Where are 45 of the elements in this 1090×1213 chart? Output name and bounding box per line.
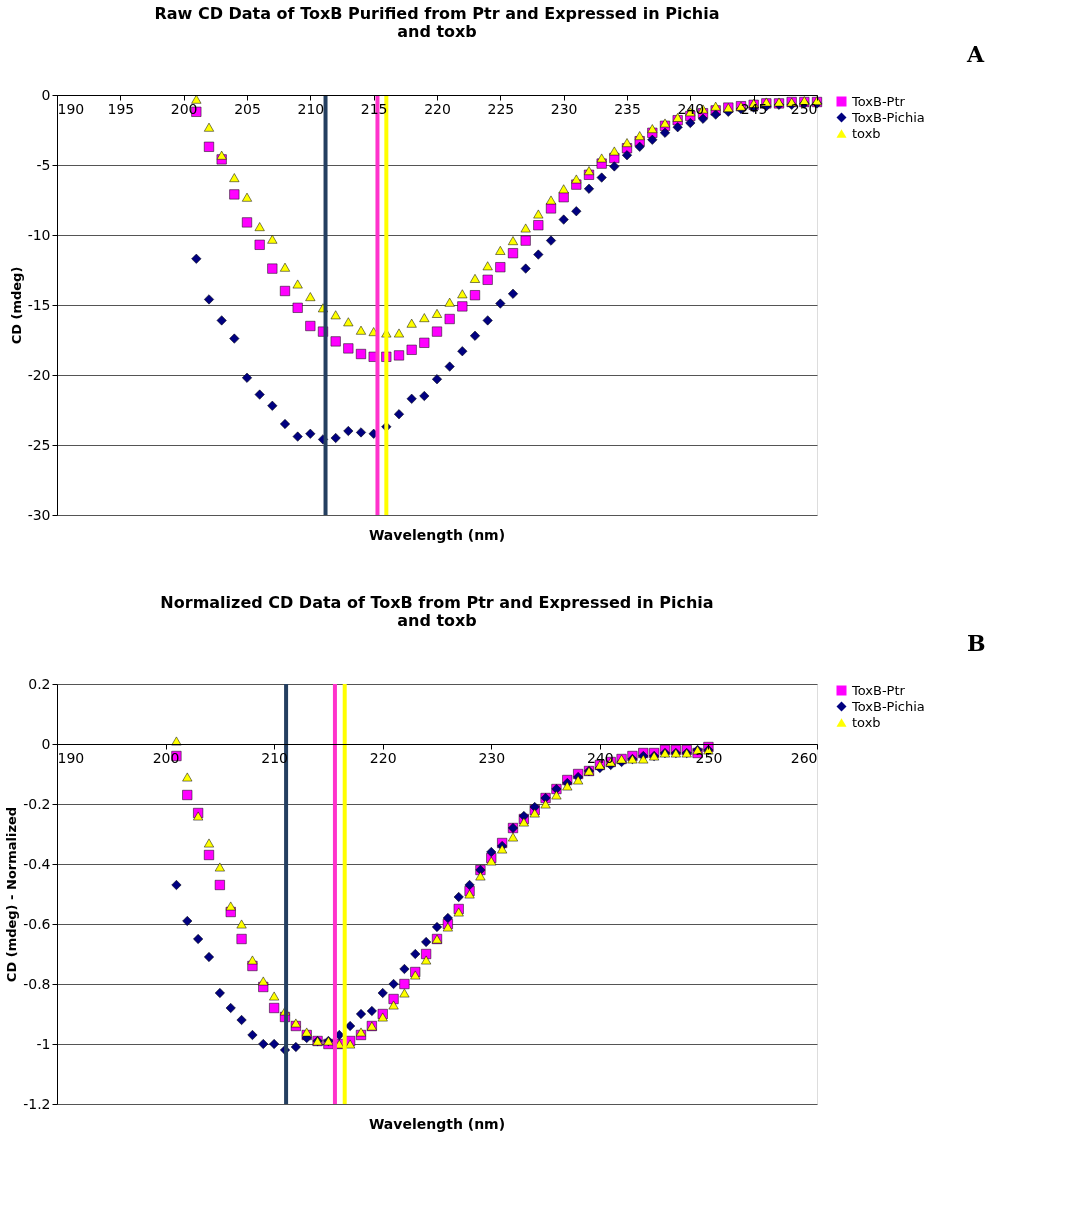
x-axis-title: Wavelength (nm): [368, 1116, 506, 1132]
legend-label: ToxB-Ptr: [851, 93, 906, 109]
x-tick-label: 190: [57, 100, 85, 117]
x-tick-label: 220: [369, 749, 397, 766]
y-axis-title: CD (mdeg): [8, 266, 24, 345]
y-tick-label: -10: [27, 226, 51, 243]
y-tick-label: -15: [27, 296, 51, 313]
y-tick-label: -1.2: [23, 1095, 51, 1112]
y-tick-label: -20: [27, 366, 51, 383]
x-tick-label: 230: [550, 100, 578, 117]
x-tick-label: 205: [234, 100, 261, 117]
y-tick-label: -30: [27, 506, 51, 523]
y-tick-label: -0.8: [23, 975, 51, 992]
y-tick-label: -25: [27, 436, 51, 453]
text: B: [967, 630, 986, 656]
y-tick-label: -0.2: [23, 795, 51, 812]
y-tick-label: -5: [36, 156, 51, 173]
x-tick-label: 200: [152, 749, 180, 766]
x-tick-label: 230: [478, 749, 506, 766]
x-tick-label: 195: [107, 100, 135, 117]
legend-label: ToxB-Pichia: [851, 698, 925, 714]
legend-label: toxb: [852, 714, 881, 730]
y-axis-title: CD (mdeg) - Normalized: [4, 806, 20, 983]
x-tick-label: 225: [487, 100, 515, 117]
y-tick-label: 0.2: [28, 675, 51, 692]
chart-title: Raw CD Data of ToxB Purified from Ptr and Expressed in Pichia and toxb: [154, 4, 720, 41]
legend-label: ToxB-Pichia: [851, 109, 925, 125]
chart-title: Normalized CD Data of ToxB from Ptr and Expressed in Pichia and toxb: [160, 593, 714, 630]
x-tick-label: 200: [170, 100, 198, 117]
x-axis-title: Wavelength (nm): [368, 527, 506, 543]
x-tick-label: 220: [424, 100, 451, 117]
legend-label: ToxB-Ptr: [851, 682, 906, 698]
x-tick-label: 235: [614, 100, 641, 117]
x-tick-label: 245: [740, 100, 768, 117]
y-tick-label: 0: [41, 86, 51, 103]
y-tick-label: -1: [36, 1035, 51, 1052]
x-tick-label: 250: [695, 749, 723, 766]
x-tick-label: 260: [790, 749, 818, 766]
y-tick-label: 0: [41, 735, 51, 752]
x-tick-label: 210: [297, 100, 325, 117]
legend-label: toxb: [852, 125, 881, 141]
x-tick-label: 190: [57, 749, 85, 766]
y-tick-label: -0.6: [23, 915, 51, 932]
text: A: [966, 41, 985, 67]
y-tick-label: -0.4: [23, 855, 51, 872]
